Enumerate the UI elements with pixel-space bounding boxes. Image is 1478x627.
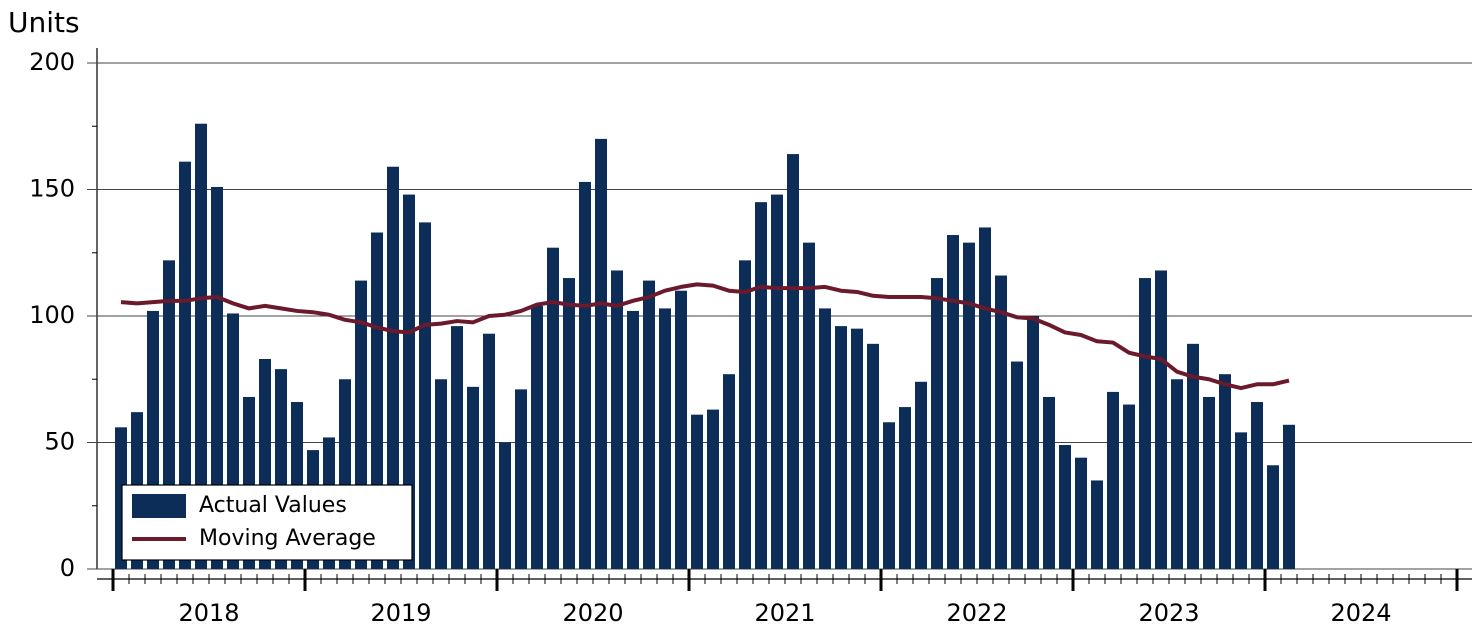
bar — [435, 379, 447, 569]
bar — [1075, 457, 1087, 569]
bar — [643, 280, 655, 569]
y-tick-label: 200 — [29, 48, 75, 76]
bar — [451, 326, 463, 569]
x-tick-label: 2020 — [562, 599, 623, 627]
legend-swatch — [132, 494, 186, 518]
y-axis-label: Units — [8, 6, 80, 39]
bar — [1155, 270, 1167, 569]
bar — [787, 154, 799, 569]
bar — [579, 181, 591, 569]
bar — [739, 260, 751, 569]
bar — [867, 343, 879, 569]
bar — [387, 166, 399, 570]
bar — [1091, 480, 1103, 569]
bar — [675, 290, 687, 569]
bar — [1139, 278, 1151, 569]
bar — [483, 333, 495, 569]
bar — [659, 308, 671, 569]
bar — [883, 422, 895, 569]
x-tick-label: 2018 — [178, 599, 239, 627]
bar — [627, 310, 639, 569]
bar — [195, 123, 207, 569]
bar — [595, 138, 607, 569]
bar — [1187, 343, 1199, 569]
bar — [1251, 402, 1263, 569]
y-tick-label: 100 — [29, 301, 75, 329]
bar — [819, 308, 831, 569]
x-tick-label: 2019 — [370, 599, 431, 627]
bar — [531, 305, 543, 569]
bar — [771, 194, 783, 569]
bar — [1011, 361, 1023, 569]
bar — [755, 202, 767, 569]
bar — [1267, 465, 1279, 569]
bar — [1235, 432, 1247, 569]
bar — [995, 275, 1007, 569]
x-tick-label: 2024 — [1330, 599, 1391, 627]
bar — [1059, 445, 1071, 569]
bar — [1107, 391, 1119, 569]
x-tick-label: 2021 — [754, 599, 815, 627]
x-tick-label: 2023 — [1138, 599, 1199, 627]
bar — [1203, 396, 1215, 569]
bar — [1219, 374, 1231, 569]
bar — [499, 442, 511, 569]
bar — [803, 242, 815, 569]
legend: Actual Values Moving Average — [121, 484, 413, 561]
x-tick-label: 2022 — [946, 599, 1007, 627]
bar — [835, 326, 847, 569]
bar — [707, 409, 719, 569]
y-tick-label: 50 — [44, 428, 75, 456]
bar — [467, 386, 479, 569]
bar — [611, 270, 623, 569]
bar — [403, 194, 415, 569]
bar — [515, 389, 527, 569]
bar — [931, 278, 943, 569]
bar — [547, 247, 559, 569]
y-tick-label: 0 — [60, 554, 75, 582]
bar — [1043, 396, 1055, 569]
bar — [179, 161, 191, 570]
bar — [1123, 404, 1135, 569]
bar — [963, 242, 975, 569]
legend-label: Moving Average — [199, 526, 376, 551]
bar — [851, 328, 863, 569]
bar — [947, 235, 959, 570]
bar — [1283, 424, 1295, 569]
bar — [979, 227, 991, 569]
bar — [691, 414, 703, 569]
y-tick-label: 150 — [29, 175, 75, 203]
bar — [419, 222, 431, 569]
bar — [915, 381, 927, 569]
bar — [1171, 379, 1183, 569]
bar — [211, 186, 223, 569]
bar — [1027, 316, 1039, 569]
bar — [563, 278, 575, 569]
bar — [899, 407, 911, 569]
line — [120, 282, 1290, 391]
legend-label: Actual Values — [199, 493, 347, 518]
bar — [723, 374, 735, 569]
